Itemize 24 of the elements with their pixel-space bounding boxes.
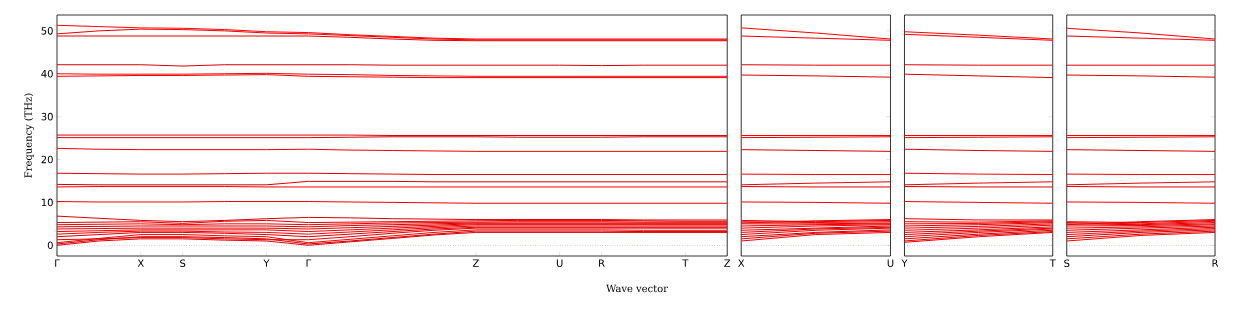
- x-tick-label: Z: [724, 259, 731, 267]
- x-tick-label: U: [556, 259, 563, 267]
- y-tick-label: 20: [41, 155, 53, 164]
- x-tick-label: T: [1049, 259, 1056, 267]
- y-tick-label: 10: [41, 198, 53, 207]
- x-tick-label: Y: [263, 259, 270, 267]
- y-tick-label: 40: [41, 69, 53, 78]
- x-tick-label: R: [1212, 259, 1219, 267]
- y-tick-label: 0: [47, 241, 53, 250]
- x-tick-label: Γ: [306, 259, 312, 267]
- y-tick-label: 50: [41, 27, 53, 35]
- x-tick-label: R: [599, 259, 605, 267]
- x-tick-label: S: [1064, 259, 1070, 268]
- x-tick-label: U: [887, 259, 894, 267]
- x-tick-label: S: [180, 259, 186, 268]
- x-tick-label: T: [682, 259, 689, 267]
- x-tick-label: X: [137, 259, 144, 267]
- x-tick-label: X: [738, 259, 745, 267]
- x-axis-title: Wave vector: [606, 284, 668, 293]
- x-tick-label: Y: [901, 259, 908, 267]
- y-tick-label: 30: [41, 112, 53, 121]
- y-axis-title: Frequency (THz): [24, 93, 34, 178]
- x-tick-label: Γ: [55, 259, 60, 267]
- x-tick-label: Z: [472, 259, 479, 267]
